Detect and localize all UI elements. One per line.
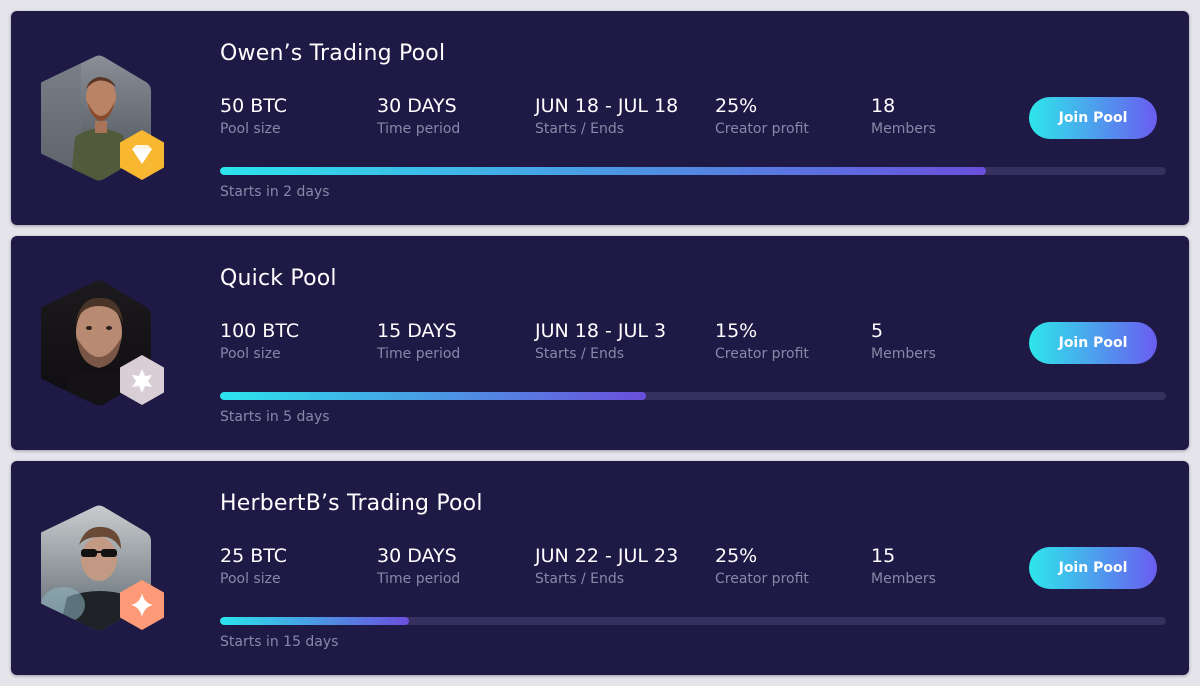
stat-dates: JUN 18 - JUL 3 Starts / Ends (535, 320, 666, 364)
stat-pool-size: 50 BTC Pool size (220, 95, 287, 139)
sparkle-icon (117, 579, 167, 631)
stat-pool-size: 25 BTC Pool size (220, 545, 287, 589)
members-label: Members (871, 346, 936, 362)
stat-members: 15 Members (871, 545, 936, 589)
creator-profit-value: 25% (715, 95, 758, 117)
pool-size-label: Pool size (220, 571, 281, 587)
pool-size-label: Pool size (220, 346, 281, 362)
members-label: Members (871, 121, 936, 137)
pool-card: Quick Pool 100 BTC Pool size 15 DAYS Tim… (11, 236, 1189, 450)
stat-dates: JUN 18 - JUL 18 Starts / Ends (535, 95, 678, 139)
stat-time-period: 30 DAYS Time period (377, 545, 460, 589)
star-icon (117, 354, 167, 406)
creator-profit-value: 15% (715, 320, 758, 342)
starts-in-text: Starts in 2 days (220, 184, 330, 200)
progress-bar (220, 392, 1166, 400)
pool-card: HerbertB’s Trading Pool 25 BTC Pool size… (11, 461, 1189, 675)
pool-size-value: 100 BTC (220, 320, 300, 342)
pool-card: Owen’s Trading Pool 50 BTC Pool size 30 … (11, 11, 1189, 225)
stat-creator-profit: 25% Creator profit (715, 545, 809, 589)
dates-label: Starts / Ends (535, 346, 625, 362)
members-label: Members (871, 571, 936, 587)
dates-label: Starts / Ends (535, 571, 625, 587)
progress-fill (220, 167, 987, 175)
progress-bar (220, 167, 1166, 175)
pool-title: Owen’s Trading Pool (220, 41, 446, 66)
time-period-value: 15 DAYS (377, 320, 457, 342)
creator-profit-label: Creator profit (715, 571, 809, 587)
progress-bar (220, 617, 1166, 625)
dates-value: JUN 22 - JUL 23 (535, 545, 679, 567)
stat-members: 18 Members (871, 95, 936, 139)
time-period-value: 30 DAYS (377, 95, 457, 117)
avatar (41, 280, 157, 406)
time-period-label: Time period (377, 121, 461, 137)
creator-profit-label: Creator profit (715, 346, 809, 362)
pool-title: Quick Pool (220, 266, 337, 291)
progress-fill (220, 392, 646, 400)
creator-profit-label: Creator profit (715, 121, 809, 137)
stat-pool-size: 100 BTC Pool size (220, 320, 299, 364)
pool-title: HerbertB’s Trading Pool (220, 491, 483, 516)
members-value: 5 (871, 320, 884, 342)
join-pool-button[interactable]: Join Pool (1029, 97, 1157, 139)
stat-time-period: 15 DAYS Time period (377, 320, 460, 364)
time-period-label: Time period (377, 571, 461, 587)
starts-in-text: Starts in 15 days (220, 634, 339, 650)
progress-fill (220, 617, 410, 625)
stat-dates: JUN 22 - JUL 23 Starts / Ends (535, 545, 678, 589)
join-pool-button[interactable]: Join Pool (1029, 322, 1157, 364)
stat-creator-profit: 25% Creator profit (715, 95, 809, 139)
stat-time-period: 30 DAYS Time period (377, 95, 460, 139)
pool-size-label: Pool size (220, 121, 281, 137)
join-pool-button[interactable]: Join Pool (1029, 547, 1157, 589)
creator-profit-value: 25% (715, 545, 758, 567)
stat-members: 5 Members (871, 320, 936, 364)
avatar (41, 55, 157, 181)
dates-label: Starts / Ends (535, 121, 625, 137)
gem-icon (117, 129, 167, 181)
pool-size-value: 50 BTC (220, 95, 288, 117)
dates-value: JUN 18 - JUL 3 (535, 320, 667, 342)
members-value: 15 (871, 545, 896, 567)
time-period-label: Time period (377, 346, 461, 362)
members-value: 18 (871, 95, 896, 117)
stat-creator-profit: 15% Creator profit (715, 320, 809, 364)
time-period-value: 30 DAYS (377, 545, 457, 567)
starts-in-text: Starts in 5 days (220, 409, 330, 425)
dates-value: JUN 18 - JUL 18 (535, 95, 679, 117)
pool-size-value: 25 BTC (220, 545, 288, 567)
